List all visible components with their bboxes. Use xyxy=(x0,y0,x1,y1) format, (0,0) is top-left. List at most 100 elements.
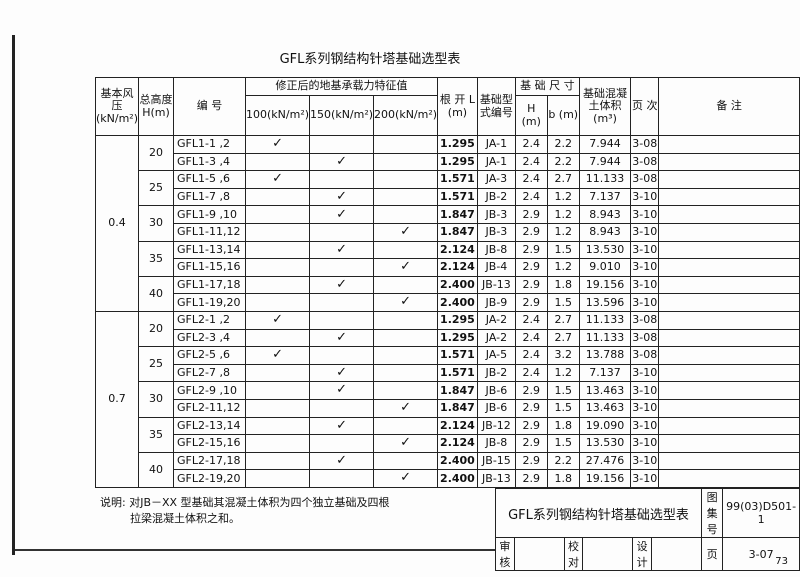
volume-cell: 13.596 xyxy=(578,293,632,312)
check-200-cell xyxy=(373,310,439,330)
remark-cell xyxy=(658,310,800,330)
root-cell: 2.124 xyxy=(437,240,478,260)
h-cell: 2.9 xyxy=(515,205,548,224)
remark-cell xyxy=(658,293,800,312)
type-cell: JB-15 xyxy=(476,451,517,471)
check-100-cell xyxy=(245,451,311,471)
review-signature xyxy=(513,537,565,571)
volume-cell: 19.156 xyxy=(578,469,632,488)
check-100-cell xyxy=(245,275,311,295)
check-100-cell: ✓ xyxy=(245,310,311,330)
volume-cell: 13.463 xyxy=(578,398,632,418)
b-cell: 1.2 xyxy=(546,222,580,242)
page-cell: 3-10 xyxy=(630,258,660,277)
table-row: GFL2-15,16 ✓ 2.124 JB-8 2.9 1.5 13.530 3-10 xyxy=(96,434,800,453)
page-title: GFL系列钢结构针塔基础选型表 xyxy=(279,52,461,67)
volume-cell: 13.463 xyxy=(578,381,632,400)
note: 说明: 对JB－XX 型基础其混凝土体积为四个独立基础及四根 拉梁混凝土体积之和… xyxy=(100,495,390,527)
remark-cell xyxy=(658,451,800,471)
check-150-cell: ✓ xyxy=(309,451,375,471)
design-signature xyxy=(650,537,702,571)
h-cell: 2.9 xyxy=(515,293,548,312)
table-row: GFL2-3 ,4 ✓ 1.295 JA-2 2.4 2.7 11.133 3-08 xyxy=(96,328,800,348)
check-100-cell xyxy=(245,152,311,172)
table-row: 0.4 20 GFL1-1 ,2 ✓ 1.295 JA-1 2.4 2.2 7.944 3-08 xyxy=(94,134,800,312)
check-100-cell xyxy=(245,205,311,224)
check-200-cell xyxy=(373,416,439,436)
remark-cell xyxy=(658,469,800,488)
root-cell: 1.295 xyxy=(437,328,478,348)
check-100-cell xyxy=(245,416,311,436)
type-cell: JB-2 xyxy=(476,187,517,207)
remark-cell xyxy=(658,222,800,242)
b-cell: 1.8 xyxy=(546,416,580,436)
header-page: 页 次 xyxy=(630,77,660,136)
table-row: GFL1-19,20 ✓ 2.400 JB-9 2.9 1.5 13.596 3-10 xyxy=(96,293,800,312)
h-cell: 2.9 xyxy=(515,275,548,295)
h-cell: 2.4 xyxy=(515,152,548,172)
volume-cell: 7.137 xyxy=(578,363,632,383)
page-cell: 3-10 xyxy=(630,187,660,207)
code-cell: GFL1-11,12 xyxy=(173,222,247,242)
check-100-cell xyxy=(245,434,311,453)
remark-cell xyxy=(658,240,800,260)
type-cell: JB-3 xyxy=(476,205,517,224)
code-cell: GFL1-15,16 xyxy=(173,258,247,277)
header-c200: 200(kN/m²) xyxy=(373,95,439,136)
page-cell: 3-08 xyxy=(630,170,660,189)
header-volume: 基础混凝土体积(m³) xyxy=(578,77,632,136)
remark-cell xyxy=(658,381,800,400)
volume-cell: 11.133 xyxy=(578,328,632,348)
check-100-cell xyxy=(245,240,311,260)
page-cell: 3-08 xyxy=(630,328,660,348)
check-150-cell xyxy=(309,398,375,418)
note-line: 拉梁混凝土体积之和。 xyxy=(130,512,240,525)
b-cell: 1.5 xyxy=(546,398,580,418)
table-row: GFL2-7 ,8 ✓ 1.571 JB-2 2.4 1.2 7.137 3-10 xyxy=(96,363,800,383)
volume-cell: 13.530 xyxy=(578,240,632,260)
check-200-cell xyxy=(373,240,439,260)
b-cell: 1.2 xyxy=(546,187,580,207)
root-cell: 1.571 xyxy=(437,346,478,365)
check-150-cell: ✓ xyxy=(309,205,375,224)
check-150-cell xyxy=(309,434,375,453)
check-150-cell: ✓ xyxy=(309,328,375,348)
root-cell: 1.847 xyxy=(437,381,478,400)
height-cell: 25 xyxy=(138,346,175,383)
check-200-cell: ✓ xyxy=(373,469,439,488)
remark-cell xyxy=(658,258,800,277)
check-150-cell: ✓ xyxy=(309,363,375,383)
design-label: 设计 xyxy=(632,537,652,571)
check-150-cell: ✓ xyxy=(309,275,375,295)
code-cell: GFL2-19,20 xyxy=(173,469,247,488)
volume-cell: 11.133 xyxy=(578,170,632,189)
review-label: 审核 xyxy=(495,537,515,571)
h-cell: 2.4 xyxy=(515,310,548,330)
check-200-cell: ✓ xyxy=(373,222,439,242)
table-row: GFL1-7 ,8 ✓ 1.571 JB-2 2.4 1.2 7.137 3-10 xyxy=(96,187,800,207)
check-200-cell xyxy=(373,363,439,383)
height-cell: 20 xyxy=(138,310,175,348)
height-cell: 20 xyxy=(138,134,175,172)
check-150-cell xyxy=(309,258,375,277)
remark-cell xyxy=(658,434,800,453)
type-cell: JB-8 xyxy=(476,434,517,453)
page-cell: 3-10 xyxy=(630,205,660,224)
check-150-cell xyxy=(309,135,375,154)
table-row: 25 GFL2-5 ,6 ✓ 1.571 JA-5 2.4 3.2 13.788 3-08 xyxy=(96,346,800,383)
root-cell: 2.400 xyxy=(437,469,478,488)
check-150-cell: ✓ xyxy=(309,240,375,260)
table-row: GFL2-19,20 ✓ 2.400 JB-13 2.9 1.8 19.156 3-10 xyxy=(96,469,800,488)
header-wind: 基本风压(kN/m²) xyxy=(94,77,140,136)
remark-cell xyxy=(658,135,800,154)
remark-cell xyxy=(658,170,800,189)
table-row: 30 GFL1-9 ,10 ✓ 1.847 JB-3 2.9 1.2 8.943 3-10 xyxy=(96,205,800,242)
height-cell: 30 xyxy=(138,205,175,242)
check-100-cell xyxy=(245,293,311,312)
type-cell: JB-6 xyxy=(476,381,517,400)
b-cell: 1.8 xyxy=(546,469,580,488)
wind-pressure-cell: 0.7 xyxy=(94,310,140,488)
height-cell: 40 xyxy=(138,451,175,488)
check-100-cell xyxy=(245,398,311,418)
code-cell: GFL1-5 ,6 xyxy=(173,170,247,189)
